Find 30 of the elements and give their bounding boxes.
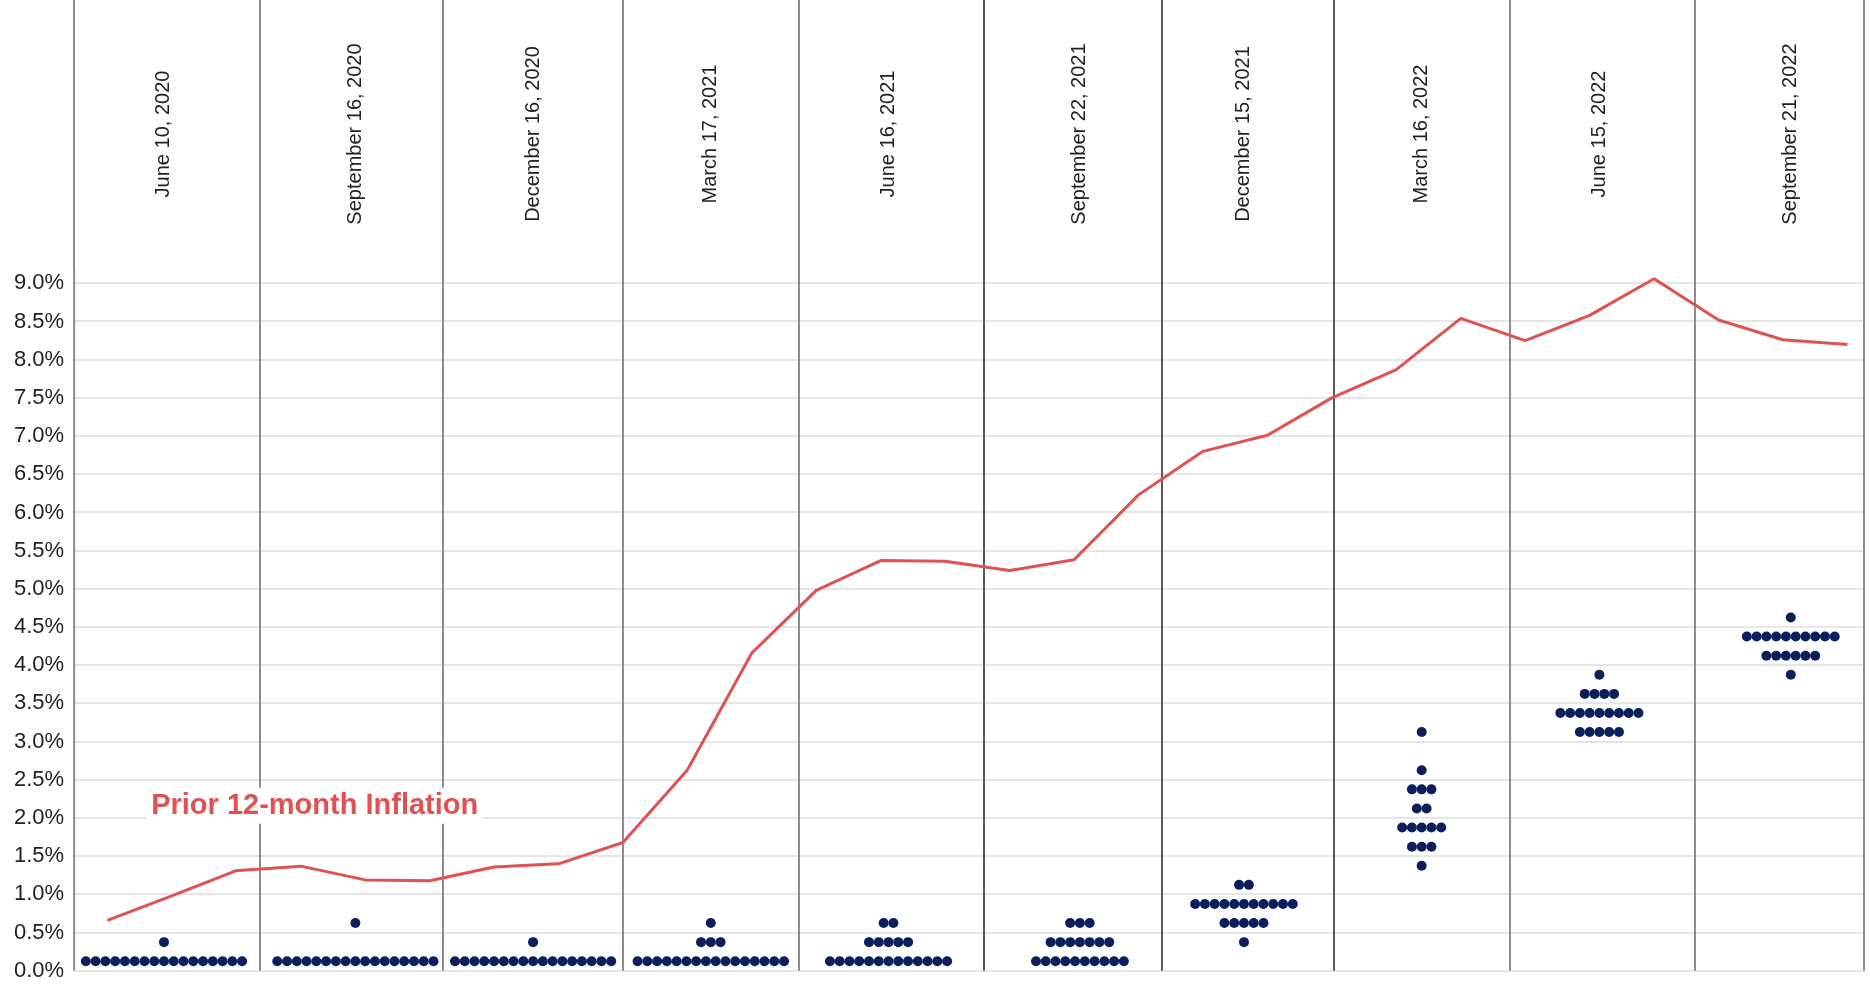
x-tick-label: September 16, 2020 xyxy=(342,43,365,225)
y-tick-label: 8.0% xyxy=(13,345,65,371)
y-tick-label: 1.0% xyxy=(13,880,65,906)
y-tick-label: 2.5% xyxy=(13,765,65,791)
x-tick-label: June 10, 2020 xyxy=(151,70,174,198)
x-tick-label: September 22, 2021 xyxy=(1067,43,1090,225)
x-tick-label: December 15, 2021 xyxy=(1231,46,1254,222)
x-tick-label: June 16, 2021 xyxy=(876,70,899,198)
y-tick-label: 7.0% xyxy=(13,422,65,448)
y-tick-label: 5.0% xyxy=(13,574,65,600)
x-tick-label: March 17, 2021 xyxy=(698,64,721,204)
x-tick-label: June 15, 2022 xyxy=(1586,70,1609,198)
y-tick-label: 0.0% xyxy=(13,956,65,982)
y-tick-label: 9.0% xyxy=(13,269,65,295)
y-tick-label: 3.0% xyxy=(13,727,65,753)
y-tick-label: 7.5% xyxy=(13,383,65,409)
y-tick-label: 2.0% xyxy=(13,804,65,830)
y-tick-label: 8.5% xyxy=(13,307,65,333)
y-tick-label: 5.5% xyxy=(13,536,65,562)
y-tick-label: 6.0% xyxy=(13,498,65,524)
x-tick-label: December 16, 2020 xyxy=(520,46,543,222)
y-tick-label: 4.5% xyxy=(13,613,65,639)
x-tick-label: September 21, 2022 xyxy=(1778,43,1801,225)
y-tick-label: 3.5% xyxy=(13,689,65,715)
y-tick-label: 6.5% xyxy=(13,460,65,486)
series-label: Prior 12-month Inflation xyxy=(151,787,479,820)
y-tick-label: 1.5% xyxy=(13,842,65,868)
x-tick-label: March 16, 2022 xyxy=(1409,64,1432,204)
y-tick-label: 4.0% xyxy=(13,651,65,677)
y-tick-label: 0.5% xyxy=(13,918,65,944)
